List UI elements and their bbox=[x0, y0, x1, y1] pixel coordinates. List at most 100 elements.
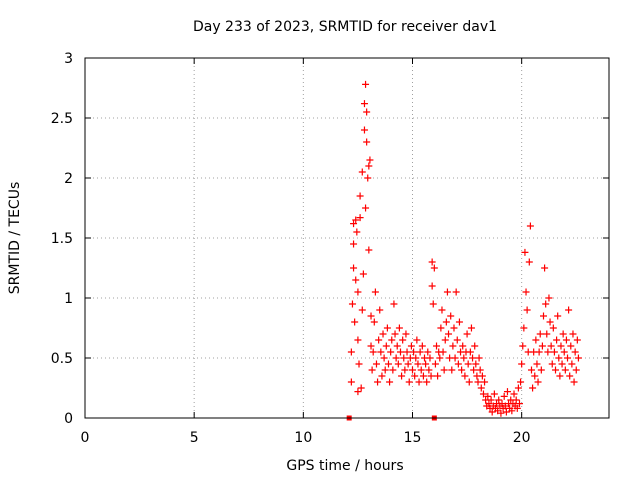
data-point bbox=[365, 162, 373, 170]
data-point bbox=[402, 330, 410, 338]
data-point bbox=[469, 354, 477, 362]
data-point bbox=[464, 360, 472, 368]
data-point bbox=[477, 384, 485, 392]
data-point bbox=[418, 342, 426, 350]
data-point bbox=[515, 400, 523, 408]
data-point bbox=[529, 384, 537, 392]
y-tick-label: 0 bbox=[64, 411, 73, 427]
data-point bbox=[484, 392, 492, 400]
data-point bbox=[348, 300, 356, 308]
data-point bbox=[514, 384, 522, 392]
data-point bbox=[350, 240, 358, 248]
data-point bbox=[543, 330, 551, 338]
data-point bbox=[380, 354, 388, 362]
data-point bbox=[459, 342, 467, 350]
data-point bbox=[374, 378, 382, 386]
data-point bbox=[442, 318, 450, 326]
y-tick-label: 2.5 bbox=[51, 111, 73, 127]
grid-lines bbox=[85, 58, 609, 418]
data-point bbox=[570, 378, 578, 386]
y-tick-label: 2 bbox=[64, 171, 73, 187]
data-point bbox=[350, 264, 358, 272]
data-point bbox=[352, 216, 360, 224]
data-point bbox=[541, 264, 549, 272]
data-point bbox=[401, 366, 409, 374]
data-point bbox=[362, 204, 370, 212]
data-point bbox=[550, 348, 558, 356]
data-point bbox=[523, 306, 531, 314]
data-point bbox=[426, 354, 434, 362]
data-point bbox=[383, 324, 391, 332]
data-point bbox=[362, 80, 370, 88]
data-point bbox=[485, 400, 493, 408]
data-point bbox=[531, 372, 539, 380]
data-point bbox=[399, 336, 407, 344]
data-point bbox=[376, 306, 384, 314]
data-point bbox=[453, 336, 461, 344]
data-point bbox=[400, 354, 408, 362]
data-point bbox=[517, 378, 525, 386]
data-point bbox=[538, 342, 546, 350]
data-point bbox=[372, 360, 380, 368]
x-tick-label: 15 bbox=[404, 430, 422, 446]
data-point bbox=[519, 342, 527, 350]
data-point bbox=[497, 409, 505, 417]
data-point bbox=[557, 342, 565, 350]
data-point bbox=[574, 354, 582, 362]
x-tick-label: 20 bbox=[513, 430, 531, 446]
data-point bbox=[428, 282, 436, 290]
data-point bbox=[433, 342, 441, 350]
data-point bbox=[379, 330, 387, 338]
data-point bbox=[558, 360, 566, 368]
data-points bbox=[346, 80, 582, 421]
data-point bbox=[438, 306, 446, 314]
data-point bbox=[448, 366, 456, 374]
data-point bbox=[369, 348, 377, 356]
data-point bbox=[447, 312, 455, 320]
data-point bbox=[395, 324, 403, 332]
data-point bbox=[556, 372, 564, 380]
data-point bbox=[548, 360, 556, 368]
data-point bbox=[552, 366, 560, 374]
data-point bbox=[368, 366, 376, 374]
data-point bbox=[367, 312, 375, 320]
data-point bbox=[475, 354, 483, 362]
data-point bbox=[425, 366, 433, 374]
data-point bbox=[350, 220, 358, 228]
data-point bbox=[439, 348, 447, 356]
data-point bbox=[555, 354, 563, 362]
x-tick-label: 5 bbox=[190, 430, 199, 446]
data-point bbox=[392, 354, 400, 362]
data-point bbox=[472, 360, 480, 368]
data-point bbox=[458, 366, 466, 374]
data-point bbox=[378, 372, 386, 380]
data-point bbox=[527, 366, 535, 374]
data-point bbox=[354, 336, 362, 344]
data-point bbox=[364, 174, 372, 182]
data-point bbox=[354, 388, 362, 396]
data-point bbox=[422, 360, 430, 368]
data-point bbox=[360, 100, 368, 108]
data-point bbox=[449, 342, 457, 350]
data-point bbox=[466, 348, 474, 356]
data-point bbox=[434, 372, 442, 380]
data-point bbox=[535, 348, 543, 356]
data-point bbox=[403, 348, 411, 356]
data-point bbox=[419, 372, 427, 380]
data-point bbox=[559, 330, 567, 338]
y-tick-label: 3 bbox=[64, 51, 73, 67]
data-point bbox=[409, 366, 416, 374]
data-point bbox=[445, 330, 453, 338]
data-point bbox=[416, 348, 424, 356]
data-point bbox=[471, 342, 479, 350]
data-point bbox=[476, 366, 484, 374]
data-point bbox=[536, 330, 544, 338]
data-point bbox=[562, 336, 570, 344]
y-tick-label: 1 bbox=[64, 291, 73, 307]
data-point bbox=[540, 312, 547, 320]
data-point bbox=[390, 300, 398, 308]
data-point bbox=[553, 336, 561, 344]
x-tick-label: 0 bbox=[81, 430, 90, 446]
data-point bbox=[510, 390, 518, 398]
